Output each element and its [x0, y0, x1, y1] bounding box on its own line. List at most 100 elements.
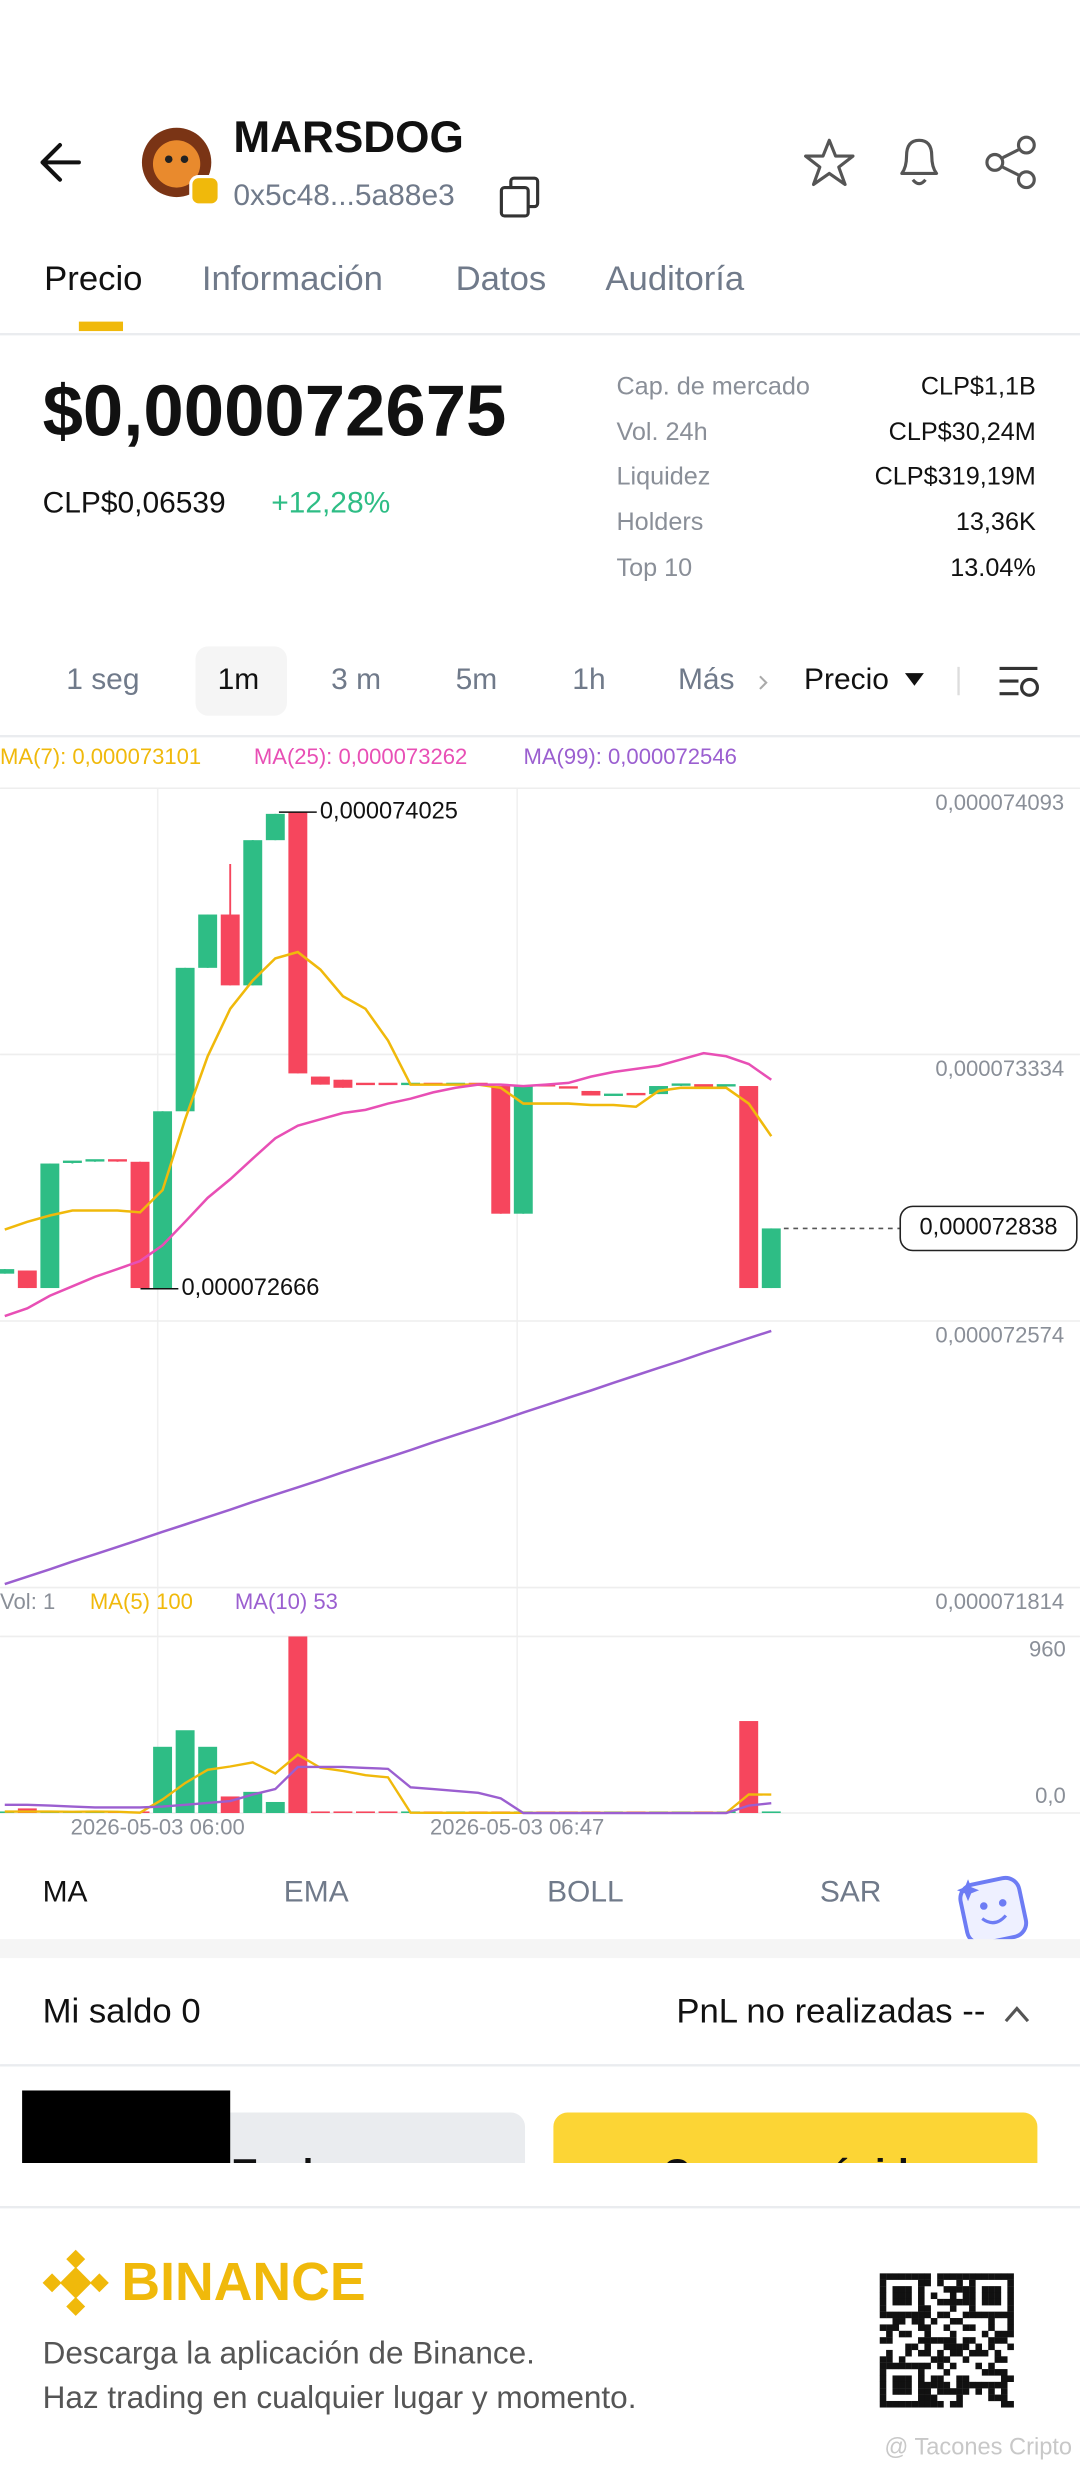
ai-icon	[956, 1879, 980, 1902]
candle-body	[761, 1228, 781, 1289]
qr-module	[898, 2273, 906, 2280]
pnl: PnL no realizadas --	[676, 1992, 985, 2030]
qr-module	[886, 2273, 893, 2280]
qr-module	[969, 2298, 976, 2306]
candle-body	[243, 840, 263, 986]
qr-module	[988, 2286, 995, 2293]
qr-module	[962, 2381, 970, 2389]
qr-module	[918, 2279, 925, 2287]
qr-module	[975, 2362, 982, 2370]
volume-header: MA(5) 100	[90, 1589, 193, 1614]
back-button[interactable]	[40, 142, 81, 182]
qr-module	[924, 2305, 931, 2312]
copy-icon	[499, 186, 530, 218]
qr-module	[943, 2388, 951, 2395]
balance: Mi saldo 0	[43, 1992, 201, 2030]
price-mode-button[interactable]: Precio	[804, 663, 924, 696]
qr-module	[981, 2330, 989, 2338]
qr-module	[898, 2298, 906, 2306]
qr-module	[924, 2381, 931, 2389]
brand: BINANCE	[121, 2252, 365, 2312]
interval[interactable]: 1 seg	[66, 663, 139, 696]
qr-module	[956, 2273, 963, 2280]
qr-module	[1000, 2394, 1008, 2402]
qr-module	[930, 2292, 938, 2300]
qr-module	[994, 2286, 1002, 2293]
qr-code	[879, 2273, 1014, 2408]
qr-module	[918, 2388, 925, 2395]
interval[interactable]: 5m	[456, 663, 498, 696]
indicator-tab[interactable]: MA	[43, 1875, 88, 1908]
ai-assistant-button[interactable]	[956, 1875, 1029, 1946]
stat-label: Cap. de mercado	[616, 372, 809, 400]
favorite-button[interactable]	[804, 138, 855, 187]
tab[interactable]: Información	[202, 260, 383, 298]
candle-body	[694, 1084, 714, 1087]
candle-body	[0, 1269, 15, 1274]
qr-module	[956, 2388, 963, 2395]
indicator-tab[interactable]: SAR	[820, 1875, 882, 1908]
volume-tick-label: 0,0	[1035, 1783, 1066, 1808]
candle-body	[220, 914, 240, 986]
volume-bar	[288, 1636, 308, 1814]
qr-module	[937, 2349, 944, 2357]
tab[interactable]: Datos	[456, 260, 547, 298]
qr-module	[886, 2356, 893, 2363]
qr-module	[911, 2400, 919, 2408]
interval[interactable]: 1m	[218, 663, 260, 696]
qr-module	[918, 2324, 925, 2331]
volume-bar	[310, 1811, 330, 1814]
qr-module	[975, 2343, 982, 2351]
qr-module	[930, 2375, 938, 2382]
qr-module	[918, 2362, 925, 2370]
candle-body	[558, 1086, 578, 1089]
share-button[interactable]	[985, 135, 1036, 190]
interval[interactable]: 3 m	[331, 663, 381, 696]
interval[interactable]: Más	[678, 663, 735, 696]
qr-module	[924, 2273, 931, 2280]
qr-module	[892, 2400, 900, 2408]
qr-module	[898, 2292, 906, 2300]
qr-module	[943, 2311, 951, 2319]
qr-module	[988, 2343, 995, 2351]
qr-module	[886, 2324, 893, 2331]
stat-label: Liquidez	[616, 462, 710, 490]
interval[interactable]: 1h	[572, 663, 605, 696]
qr-module	[892, 2286, 900, 2293]
qr-module	[988, 2292, 995, 2300]
indicator-tab[interactable]: BOLL	[547, 1875, 624, 1908]
copy-button[interactable]	[499, 176, 540, 218]
qr-module	[898, 2286, 906, 2293]
qr-module	[898, 2311, 906, 2319]
qr-module	[943, 2369, 951, 2376]
tab[interactable]: Precio	[44, 260, 142, 298]
qr-module	[879, 2279, 887, 2287]
qr-module	[930, 2337, 938, 2344]
qr-module	[994, 2381, 1002, 2389]
pnl-toggle[interactable]: PnL no realizadas --	[676, 1992, 1030, 2030]
qr-module	[905, 2343, 912, 2351]
qr-module	[911, 2311, 919, 2319]
tab[interactable]: Auditoría	[605, 260, 744, 298]
qr-module	[924, 2388, 931, 2395]
footer-line: Haz trading en cualquier lugar y momento…	[43, 2379, 637, 2415]
chart-settings-button[interactable]	[999, 666, 1039, 697]
candle-body	[716, 1084, 736, 1087]
qr-module	[975, 2273, 982, 2280]
qr-module	[905, 2388, 912, 2395]
qr-module	[918, 2337, 925, 2344]
qr-module	[949, 2343, 957, 2351]
alert-button[interactable]	[900, 138, 939, 186]
qr-module	[943, 2298, 951, 2306]
qr-module	[949, 2305, 957, 2312]
kline-chart: MA(7): 0,000073101 MA(25): 0,000073262 MA(…	[0, 744, 1078, 1586]
ma-line	[4, 950, 773, 1231]
qr-module	[879, 2362, 887, 2370]
redaction	[22, 2090, 231, 2163]
qr-module	[994, 2337, 1002, 2344]
indicator-tab[interactable]: EMA	[284, 1875, 349, 1908]
qr-module	[898, 2381, 906, 2389]
qr-module	[943, 2273, 951, 2280]
qr-module	[943, 2356, 951, 2363]
qr-module	[898, 2318, 906, 2325]
